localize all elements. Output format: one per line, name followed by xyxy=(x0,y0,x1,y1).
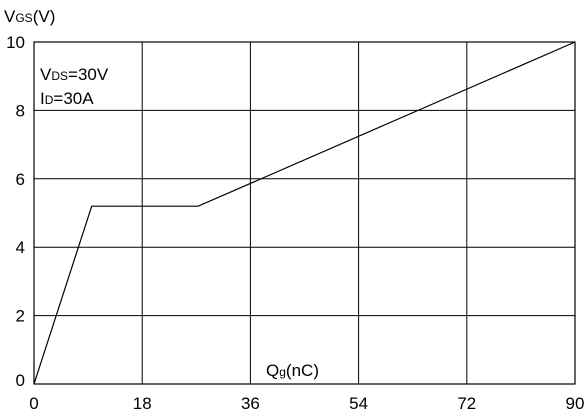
y-tick-label-0: 0 xyxy=(16,371,25,390)
y-tick-label-6: 6 xyxy=(16,170,25,189)
x-tick-label-90: 90 xyxy=(566,394,585,413)
x-tick-label-0: 0 xyxy=(29,394,38,413)
x-tick-label-72: 72 xyxy=(457,394,476,413)
x-tick-label-18: 18 xyxy=(133,394,152,413)
y-tick-label-2: 2 xyxy=(16,307,25,326)
y-tick-label-4: 4 xyxy=(16,238,25,257)
grid-lines xyxy=(34,42,575,384)
x-tick-label-36: 36 xyxy=(241,394,260,413)
vgs-vs-qg-series-line xyxy=(33,41,576,385)
y-tick-label-8: 8 xyxy=(16,101,25,120)
y-tick-label-10: 10 xyxy=(6,33,25,52)
plot-frame xyxy=(33,41,576,385)
x-axis-label: Qg(nC) xyxy=(266,361,319,380)
annotation-vds: VDS=30V xyxy=(40,65,109,84)
x-tick-label-54: 54 xyxy=(349,394,368,413)
x-tick-labels: 0 18 36 54 72 90 xyxy=(29,394,584,413)
y-tick-labels: 0 2 4 6 8 10 xyxy=(6,33,25,390)
annotation-id: ID=30A xyxy=(40,89,94,108)
y-axis-label: VGS(V) xyxy=(4,7,55,26)
